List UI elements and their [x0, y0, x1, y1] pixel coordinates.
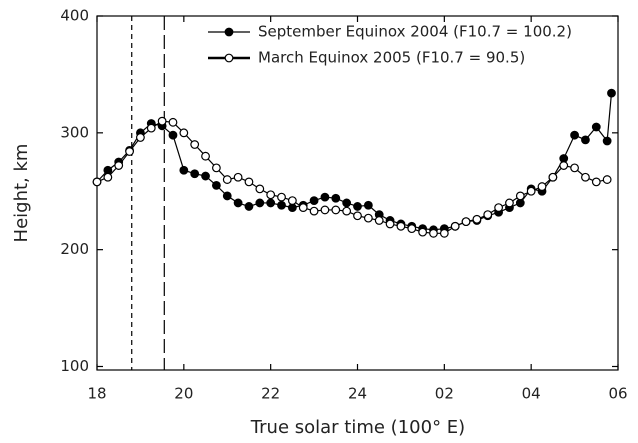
marker [103, 172, 113, 182]
marker [581, 135, 590, 145]
marker [548, 172, 558, 182]
x-tick-label: 20 [174, 385, 193, 403]
marker [244, 177, 254, 187]
marker [363, 200, 373, 210]
marker [211, 181, 221, 190]
marker [201, 151, 210, 161]
marker [277, 200, 286, 210]
y-tick-label: 300 [60, 123, 89, 141]
marker [331, 205, 341, 215]
marker [591, 122, 601, 132]
marker [309, 206, 319, 216]
legend-label: September Equinox 2004 (F10.7 = 100.2) [258, 23, 572, 41]
marker [255, 198, 265, 208]
marker [407, 224, 417, 234]
x-tick-label: 06 [608, 385, 627, 403]
marker [418, 227, 428, 237]
marker [266, 198, 276, 208]
y-tick-label: 400 [60, 7, 89, 25]
marker [342, 206, 352, 216]
marker [136, 133, 145, 142]
marker [168, 117, 178, 127]
marker [266, 190, 276, 200]
marker [385, 219, 395, 229]
marker [211, 163, 221, 173]
marker [331, 193, 341, 203]
marker [255, 184, 265, 194]
marker [602, 136, 612, 146]
marker [287, 196, 297, 205]
marker [342, 198, 352, 208]
marker [429, 228, 438, 238]
marker [157, 116, 167, 126]
marker [494, 203, 504, 213]
marker [320, 192, 330, 202]
marker [353, 202, 362, 211]
marker [190, 140, 200, 149]
x-tick-label: 02 [435, 385, 454, 403]
marker [461, 217, 471, 227]
marker [233, 198, 243, 208]
y-tick-label: 100 [60, 357, 89, 375]
x-axis-title: True solar time (100° E) [250, 417, 465, 438]
legend-label: March Equinox 2005 (F10.7 = 90.5) [258, 49, 525, 67]
marker [92, 177, 102, 187]
marker [168, 130, 178, 140]
marker [190, 169, 200, 179]
marker [222, 175, 232, 184]
marker [179, 128, 189, 138]
marker [222, 191, 232, 201]
marker [125, 147, 134, 156]
marker [559, 161, 569, 170]
marker [570, 163, 579, 173]
marker [244, 202, 254, 211]
marker [570, 130, 579, 140]
marker [363, 213, 373, 223]
y-tick-label: 200 [60, 240, 89, 258]
x-tick-label: 22 [261, 385, 280, 403]
marker [483, 210, 493, 220]
marker [374, 216, 384, 225]
marker [201, 171, 210, 181]
marker [515, 191, 525, 201]
marker [277, 192, 286, 202]
marker [537, 182, 547, 191]
legend-marker [224, 27, 234, 37]
marker [233, 172, 243, 182]
marker [146, 123, 156, 133]
x-tick-label: 18 [87, 385, 106, 403]
marker [439, 228, 449, 238]
marker [526, 186, 536, 196]
marker [179, 165, 189, 175]
marker [472, 214, 482, 224]
y-axis-title: Height, km [11, 144, 32, 243]
marker [353, 211, 362, 221]
marker [602, 175, 612, 184]
marker [450, 221, 460, 231]
x-tick-label: 04 [522, 385, 541, 403]
marker [505, 198, 514, 208]
marker [298, 203, 308, 213]
marker [396, 221, 406, 231]
marker [591, 177, 601, 187]
marker [309, 196, 319, 205]
marker [607, 88, 616, 98]
marker [320, 205, 330, 215]
x-tick-label: 24 [348, 385, 367, 403]
marker [114, 161, 124, 170]
marker [581, 172, 590, 182]
legend-marker [224, 53, 234, 63]
